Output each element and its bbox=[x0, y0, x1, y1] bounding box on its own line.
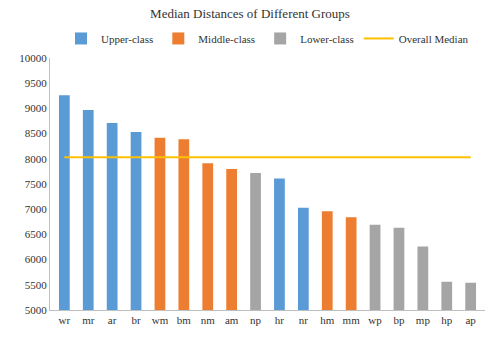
svg-text:bm: bm bbox=[177, 314, 192, 326]
svg-text:6500: 6500 bbox=[25, 228, 48, 240]
svg-text:8000: 8000 bbox=[25, 153, 48, 165]
svg-text:bp: bp bbox=[393, 314, 405, 326]
svg-text:wp: wp bbox=[368, 314, 382, 326]
svg-text:7000: 7000 bbox=[25, 203, 48, 215]
svg-text:mr: mr bbox=[82, 314, 95, 326]
svg-text:7500: 7500 bbox=[25, 178, 48, 190]
svg-text:am: am bbox=[225, 314, 239, 326]
svg-text:hm: hm bbox=[320, 314, 335, 326]
svg-text:10000: 10000 bbox=[19, 52, 47, 64]
svg-text:wr: wr bbox=[59, 314, 71, 326]
svg-text:ar: ar bbox=[108, 314, 117, 326]
svg-text:9500: 9500 bbox=[25, 77, 48, 89]
svg-text:br: br bbox=[131, 314, 141, 326]
svg-text:9000: 9000 bbox=[25, 102, 48, 114]
svg-text:6000: 6000 bbox=[25, 253, 48, 265]
svg-text:mp: mp bbox=[416, 314, 431, 326]
svg-text:mm: mm bbox=[343, 314, 361, 326]
svg-text:wm: wm bbox=[152, 314, 169, 326]
svg-text:nr: nr bbox=[299, 314, 309, 326]
svg-text:hp: hp bbox=[441, 314, 453, 326]
svg-text:5000: 5000 bbox=[25, 304, 48, 316]
svg-text:Upper-class: Upper-class bbox=[101, 33, 153, 45]
svg-text:np: np bbox=[250, 314, 261, 326]
svg-text:ap: ap bbox=[465, 314, 476, 326]
svg-text:hr: hr bbox=[275, 314, 285, 326]
svg-text:Lower-class: Lower-class bbox=[300, 33, 354, 45]
svg-text:5500: 5500 bbox=[25, 279, 48, 291]
svg-text:nm: nm bbox=[201, 314, 216, 326]
svg-text:8500: 8500 bbox=[25, 127, 48, 139]
svg-text:Overall Median: Overall Median bbox=[399, 33, 469, 45]
svg-text:Median Distances of Different: Median Distances of Different Groups bbox=[150, 6, 350, 21]
svg-text:Middle-class: Middle-class bbox=[198, 33, 255, 45]
